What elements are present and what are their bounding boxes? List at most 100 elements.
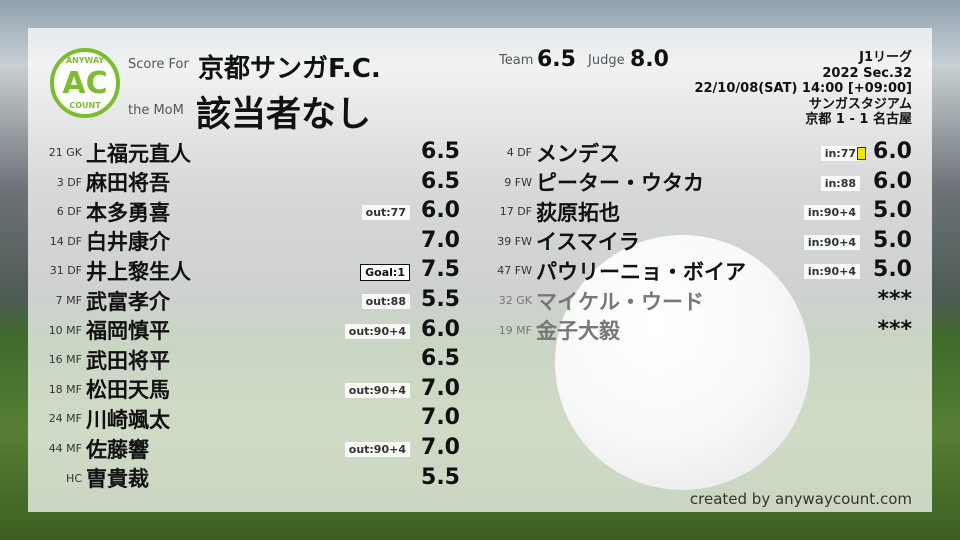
judge-score: 8.0 xyxy=(630,47,669,72)
player-name: ピーター・ウタカ xyxy=(536,171,704,196)
player-row: 39 FW イスマイラ xyxy=(474,227,640,256)
logo-bottom-text: COUNT xyxy=(69,101,101,110)
player-score: 6.5 xyxy=(421,139,460,164)
player-name: イスマイラ xyxy=(536,230,640,255)
player-score: 7.0 xyxy=(421,227,460,253)
player-name: 松田天馬 xyxy=(86,378,170,403)
player-number-position: 14 DF xyxy=(49,234,82,248)
player-score: *** xyxy=(877,287,912,312)
player-row: 9 FW ピーター・ウタカ xyxy=(474,168,704,197)
player-name: 井上黎生人 xyxy=(86,259,191,284)
player-score: 5.5 xyxy=(421,464,460,490)
judge-label: Judge xyxy=(588,53,625,68)
player-number-position: 6 DF xyxy=(56,205,82,219)
substitution-badge: in:88 xyxy=(820,175,860,191)
player-number-position: 31 DF xyxy=(49,264,82,278)
player-name: 麻田将吾 xyxy=(86,171,170,196)
team-label: Team xyxy=(499,53,534,68)
match-result: 京都 1 - 1 名古屋 xyxy=(805,112,912,127)
yellow-card-icon xyxy=(857,147,866,160)
player-number-position: 39 FW xyxy=(497,234,532,248)
mom-value: 該当者なし xyxy=(196,95,372,135)
player-name: 佐藤響 xyxy=(86,437,149,462)
player-score: 7.0 xyxy=(421,375,460,401)
player-name: 武富孝介 xyxy=(86,289,170,314)
player-row: 21 GK 上福元直人 xyxy=(24,138,191,167)
player-row: 14 DF 白井康介 xyxy=(24,227,170,256)
player-row: 3 DF 麻田将吾 xyxy=(24,168,170,197)
player-row: 17 DF 荻原拓也 xyxy=(474,197,620,226)
player-number-position: 18 MF xyxy=(48,382,82,396)
player-name: 川崎颯太 xyxy=(86,407,170,432)
substitution-badge: out:90+4 xyxy=(344,442,410,457)
player-number-position: 16 MF xyxy=(48,353,82,367)
player-number-position: 10 MF xyxy=(48,323,82,337)
player-number-position: HC xyxy=(66,471,82,485)
player-number-position: 24 MF xyxy=(48,412,82,426)
player-number-position: 9 FW xyxy=(504,175,532,189)
player-score: 5.0 xyxy=(873,198,912,224)
player-name: 曺貴裁 xyxy=(86,467,149,492)
substitution-badge: in:90+4 xyxy=(803,264,860,280)
logo-mid-text: AC xyxy=(62,65,108,101)
player-score: *** xyxy=(877,316,912,342)
substitution-badge: in:90+4 xyxy=(803,234,860,250)
player-name: 金子大毅 xyxy=(536,319,620,344)
player-score: 6.5 xyxy=(421,346,460,372)
player-row: 44 MF 佐藤響 xyxy=(24,434,149,463)
player-row: 19 MF 金子大毅 xyxy=(474,316,620,345)
player-row: 10 MF 福岡慎平 xyxy=(24,316,170,345)
player-name: マイケル・ウード xyxy=(536,289,704,314)
substitution-badge: out:88 xyxy=(361,294,410,309)
player-row: 4 DF メンデス xyxy=(474,138,620,167)
league: J1リーグ xyxy=(859,50,912,65)
player-score: 7.0 xyxy=(421,405,460,431)
player-score: 6.0 xyxy=(421,316,460,342)
substitution-badge: out:77 xyxy=(361,205,410,221)
logo-top-text: ANYWAY xyxy=(65,56,105,65)
player-name: 福岡慎平 xyxy=(86,319,170,344)
player-name: 武田将平 xyxy=(86,348,170,373)
player-score: 7.5 xyxy=(421,257,460,283)
goal-badge: Goal:1 xyxy=(360,264,410,282)
team-score: 6.5 xyxy=(537,47,576,72)
player-number-position: 21 GK xyxy=(48,146,82,159)
player-name: 荻原拓也 xyxy=(536,200,620,225)
player-number-position: 44 MF xyxy=(48,442,82,455)
player-row: 7 MF 武富孝介 xyxy=(24,286,170,315)
player-score: 6.0 xyxy=(873,139,912,164)
player-row: 47 FW パウリーニョ・ボイア xyxy=(474,256,746,285)
player-score: 6.5 xyxy=(421,168,460,194)
player-name: パウリーニョ・ボイア xyxy=(536,259,746,284)
team-name: 京都サンガF.C. xyxy=(198,54,381,84)
score-for-label: Score For xyxy=(128,57,189,72)
player-row: 6 DF 本多勇喜 xyxy=(24,197,170,226)
player-number-position: 32 GK xyxy=(498,294,532,307)
player-name: メンデス xyxy=(536,141,620,166)
player-score: 5.5 xyxy=(421,287,460,312)
player-number-position: 47 FW xyxy=(497,264,532,278)
stadium: サンガスタジアム xyxy=(808,96,912,112)
substitution-badge: out:90+4 xyxy=(344,323,410,339)
player-row: 16 MF 武田将平 xyxy=(24,345,170,374)
player-score: 7.0 xyxy=(421,435,460,460)
player-row: 24 MF 川崎颯太 xyxy=(24,404,170,433)
player-name: 白井康介 xyxy=(86,230,170,255)
credit: created by anywaycount.com xyxy=(689,490,912,508)
section: 2022 Sec.32 xyxy=(822,65,912,81)
player-row: 18 MF 松田天馬 xyxy=(24,375,170,404)
player-number-position: 19 MF xyxy=(498,323,532,337)
player-score: 6.0 xyxy=(873,168,912,194)
substitution-badge: in:90+4 xyxy=(803,205,860,221)
score-panel xyxy=(28,28,932,512)
player-score: 5.0 xyxy=(873,227,912,253)
player-score: 6.0 xyxy=(421,198,460,224)
player-number-position: 3 DF xyxy=(56,175,82,189)
player-number-position: 4 DF xyxy=(506,146,532,159)
player-number-position: 7 MF xyxy=(55,294,82,307)
player-row: HC 曺貴裁 xyxy=(24,464,149,493)
player-name: 上福元直人 xyxy=(86,141,191,166)
anywaycount-logo: ANYWAY AC COUNT xyxy=(50,48,120,118)
player-row: 32 GK マイケル・ウード xyxy=(474,286,704,315)
substitution-badge: in:77 xyxy=(820,146,860,161)
